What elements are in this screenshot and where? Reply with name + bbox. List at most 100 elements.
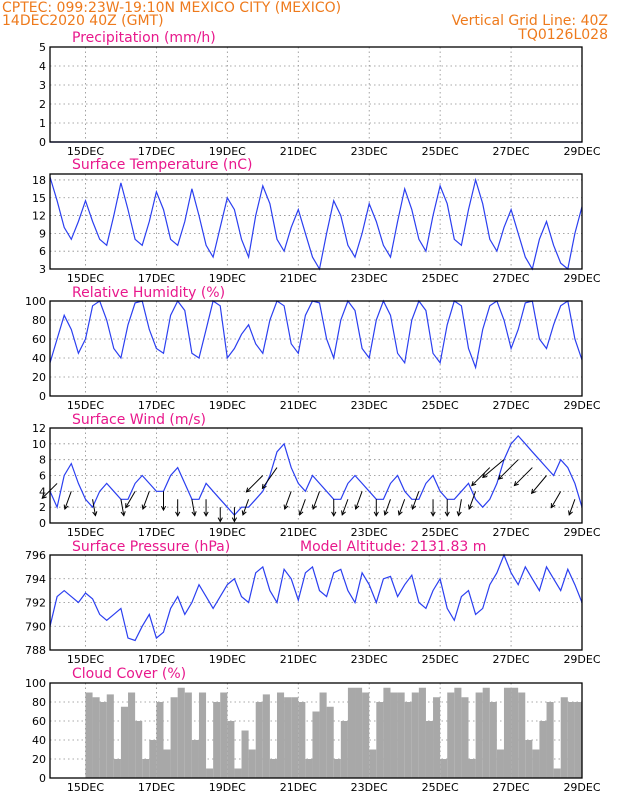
pressure-ytick-label: 794 [25,573,46,586]
temperature-xtick-label: 23DEC [351,272,388,285]
cloud-cover-bar [206,768,214,778]
temperature-frame [49,173,583,270]
cloud-cover-bar [191,740,199,778]
wind-arrow-head [467,504,473,510]
cloud-cover-bar [376,702,384,778]
wind-arrow-head [261,483,267,490]
cloud-cover-bar [411,692,419,778]
wind-arrow-head [530,488,536,495]
cloud-cover-bar [163,749,171,778]
pressure-xtick-label: 29DEC [563,653,600,666]
wind-arrow-head [471,481,477,487]
wind-xtick-label: 23DEC [351,526,388,539]
cloud-cover-ytick-label: 40 [32,734,46,747]
cloud-cover-bar [184,692,192,778]
cloud-cover-bar [440,759,448,778]
wind-title: Surface Wind (m/s) [72,412,206,428]
precipitation-xtick-label: 27DEC [493,145,530,158]
wind-arrow-head [513,481,519,487]
cloud-cover-bar [539,721,547,778]
cloud-cover-bar [525,740,533,778]
wind-arrow-shaft [120,499,125,516]
cloud-cover-frame [49,682,583,779]
cloud-cover-bar [113,759,121,778]
wind-arrow-head [231,517,238,523]
wind-arrow-shaft [341,499,349,516]
wind-arrow-shaft [550,491,562,508]
cloud-cover-bar [92,697,100,778]
wind-arrow-head [341,510,346,516]
cloud-cover-bar [390,692,398,778]
cloud-cover-bar [149,740,157,778]
wind-arrow-head [430,511,436,517]
header-grid-note: Vertical Grid Line: 40Z [452,13,608,29]
cloud-cover-ytick-label: 80 [32,696,46,709]
wind-xtick-label: 15DEC [67,526,104,539]
cloud-cover-bar [518,692,526,778]
wind-arrow-shaft [284,491,292,510]
humidity-frame [49,300,583,397]
pressure-xtick-label: 17DEC [138,653,175,666]
pressure-xtick-label: 27DEC [493,653,530,666]
wind-ytick-label: 6 [39,470,46,483]
wind-arrow-head [120,511,126,517]
precipitation-xtick-label: 15DEC [67,145,104,158]
wind-arrow-head [92,511,98,517]
temperature-ytick-label: 9 [39,227,46,240]
humidity-ytick-label: 100 [25,295,46,308]
wind-arrow-head [125,503,130,509]
wind-arrow-head [283,504,289,510]
wind-arrow-head [191,511,197,517]
cloud-cover-bar [532,749,540,778]
cloud-cover-bar [106,694,114,778]
cloud-cover-bar [425,721,434,778]
wind-arrow-shaft [398,499,406,516]
precipitation-xtick-label: 23DEC [351,145,388,158]
cloud-cover-xtick-label: 25DEC [422,781,459,794]
temperature-xtick-label: 29DEC [563,272,600,285]
wind-arrow-shaft [468,491,477,510]
wind-xtick-label: 29DEC [563,526,600,539]
wind-ytick-label: 0 [39,517,46,530]
cloud-cover-bar [560,697,568,778]
cloud-cover-bar [326,706,334,778]
cloud-cover-ytick-label: 20 [32,753,46,766]
wind-arrow-head [217,517,223,523]
temperature-ytick-label: 12 [32,210,46,223]
precipitation-title: Precipitation (mm/h) [72,30,216,46]
wind-arrow-shaft [568,499,576,516]
cloud-cover-bar [482,687,490,778]
cloud-cover-bar [433,697,441,778]
wind-arrow-shaft [482,459,505,478]
cloud-cover-bar [503,687,512,778]
wind-arrow-head [160,505,167,512]
pressure-xtick-label: 25DEC [422,653,459,666]
wind-arrow-head [311,504,317,510]
wind-arrow-head [245,487,251,493]
temperature-series-line [49,176,583,271]
pressure-xtick-label: 15DEC [67,653,104,666]
precipitation-xtick-label: 21DEC [280,145,317,158]
cloud-cover-bar [198,692,207,778]
humidity-ytick-label: 60 [32,333,46,346]
temperature-panel: Surface Temperature (nC) 3 6 9 12 15 18 15DEC 1… [32,157,601,285]
wind-frame [49,427,583,524]
cloud-cover-bar [567,702,575,778]
humidity-ytick-label: 0 [39,390,46,403]
wind-series-line [49,435,583,516]
cloud-cover-bar [418,687,426,778]
cloud-cover-bar [333,759,341,778]
wind-arrow-head [41,493,47,500]
cloud-cover-ytick-label: 60 [32,715,46,728]
cloud-cover-bar [340,721,348,778]
cloud-cover-xtick-label: 21DEC [280,781,317,794]
wind-arrow-head [444,511,450,517]
wind-arrow-head [397,510,403,516]
wind-panel: Surface Wind (m/s) 0 2 4 6 8 10 12 15DEC 17DEC 19… [32,412,601,539]
cloud-cover-bar [404,702,412,778]
wind-arrow-shaft [92,499,96,516]
humidity-ytick-label: 40 [32,352,46,365]
temperature-ytick-label: 3 [39,263,46,276]
cloud-cover-bar [305,759,313,778]
header-model-id: TQ0126L028 [517,27,608,43]
